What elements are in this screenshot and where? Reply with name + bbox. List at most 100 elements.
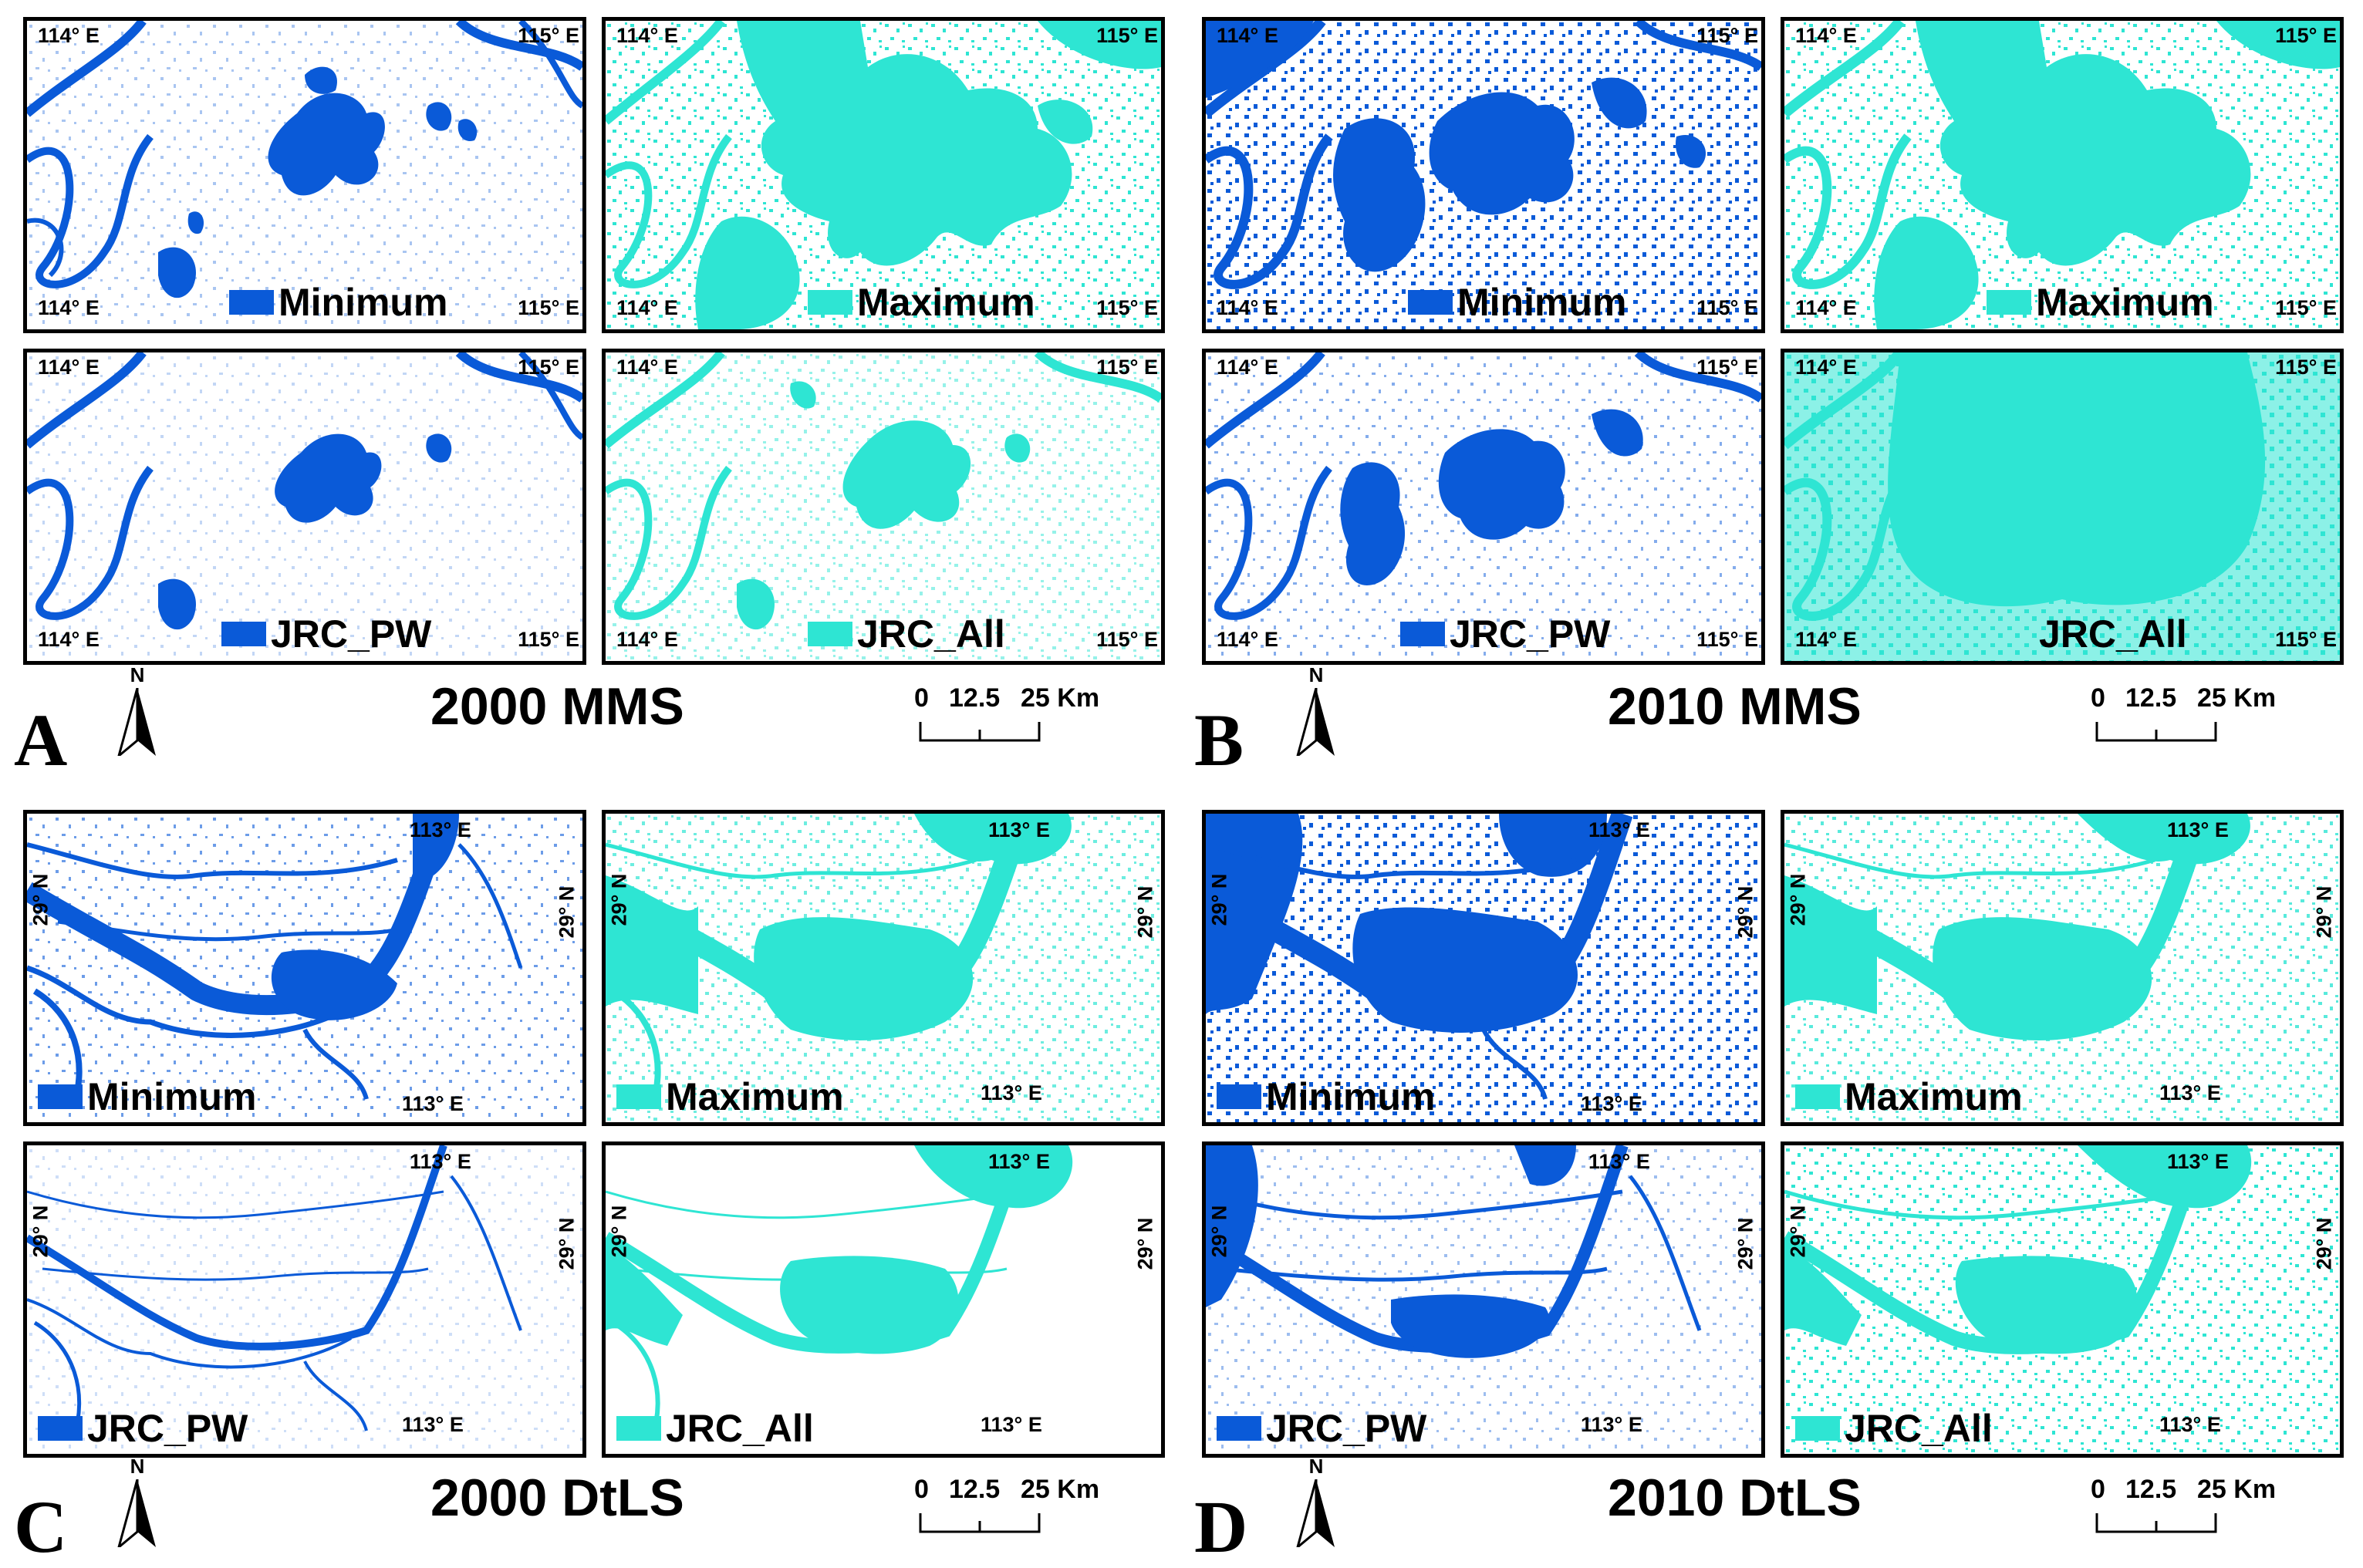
lon-label-bottom-right: 115° E xyxy=(2275,296,2337,319)
panel-letter-a: A xyxy=(14,699,68,781)
water-extent-map xyxy=(1784,352,2340,661)
lon-label-top: 113° E xyxy=(1588,1150,1650,1173)
legend: Minimum xyxy=(1408,283,1626,322)
legend: JRC_All xyxy=(1795,1409,1993,1448)
legend-label: Minimum xyxy=(1266,1075,1436,1118)
legend: Maximum xyxy=(808,283,1035,322)
lon-label-top-left: 114° E xyxy=(616,356,678,379)
lon-label-bottom-right: 115° E xyxy=(2275,628,2337,651)
legend: JRC_All xyxy=(808,615,1005,653)
legend-swatch xyxy=(1217,1084,1261,1109)
panel-letter-b: B xyxy=(1194,699,1244,781)
panel-title-a: 2000 MMS xyxy=(430,677,684,736)
legend-swatch xyxy=(1400,622,1445,646)
scale-label-0: 0 xyxy=(914,683,929,713)
lon-label-bottom: 113° E xyxy=(2159,1413,2221,1436)
panel-title-d: 2010 DtLS xyxy=(1608,1469,1862,1527)
water-extent-map xyxy=(27,21,582,329)
map-a-jrc-pw: 114° E 115° E 114° E 115° E JRC_PW xyxy=(23,349,586,665)
map-d-jrc-all: 113° E 113° E 29° N 29° N JRC_All xyxy=(1781,1141,2344,1458)
lon-label-top-left: 114° E xyxy=(1217,356,1278,379)
north-label: N xyxy=(130,1455,145,1478)
scale-label-12-5: 12.5 xyxy=(949,1475,1001,1504)
legend-swatch xyxy=(616,1084,661,1109)
lon-label-top-left: 114° E xyxy=(1795,356,1857,379)
lon-label-top-left: 114° E xyxy=(38,356,100,379)
scale-bar-a: 0 12.5 25 Km xyxy=(914,685,1107,747)
water-extent-map xyxy=(27,814,582,1122)
lon-label-top-right: 115° E xyxy=(1696,24,1758,47)
legend-label: JRC_PW xyxy=(271,612,432,656)
scale-label-12-5: 12.5 xyxy=(2125,1475,2177,1504)
legend: Maximum xyxy=(1987,283,2214,322)
lon-label-bottom-left: 114° E xyxy=(616,628,678,651)
legend: JRC_PW xyxy=(221,615,431,653)
lon-label-top-right: 115° E xyxy=(2275,24,2337,47)
lat-label-left: 29° N xyxy=(1207,1205,1231,1258)
scale-bar-d: 0 12.5 25 Km xyxy=(2091,1476,2284,1538)
lat-label-left: 29° N xyxy=(1786,873,1810,926)
legend-swatch xyxy=(1217,1416,1261,1441)
legend: JRC_All xyxy=(616,1409,814,1448)
lon-label-bottom-left: 114° E xyxy=(1795,628,1857,651)
legend-swatch xyxy=(1795,1084,1840,1109)
map-a-maximum: 114° E 115° E 114° E 115° E Maximum xyxy=(602,17,1165,333)
scale-label-25: 25 Km xyxy=(2197,683,2277,713)
scale-label-0: 0 xyxy=(914,1475,929,1504)
lon-label-top-right: 115° E xyxy=(1096,24,1158,47)
legend-label: JRC_All xyxy=(857,612,1005,656)
scale-label-25: 25 Km xyxy=(2197,1475,2277,1504)
water-extent-map xyxy=(1206,1145,1761,1454)
water-extent-map xyxy=(1784,21,2340,329)
water-extent-map xyxy=(1206,814,1761,1122)
map-c-minimum: 113° E 113° E 29° N 29° N Minimum xyxy=(23,810,586,1126)
lon-label-bottom: 113° E xyxy=(981,1081,1042,1104)
lon-label-bottom-right: 115° E xyxy=(1096,296,1158,319)
legend: Minimum xyxy=(38,1077,256,1116)
lon-label-bottom-right: 115° E xyxy=(518,628,579,651)
map-a-jrc-all: 114° E 115° E 114° E 115° E JRC_All xyxy=(602,349,1165,665)
legend-label: Minimum xyxy=(278,281,448,324)
legend-label: Maximum xyxy=(2036,281,2214,324)
lon-label-bottom-right: 115° E xyxy=(1096,628,1158,651)
legend-swatch xyxy=(808,290,852,315)
water-extent-map xyxy=(606,1145,1073,1439)
panel-title-b: 2010 MMS xyxy=(1608,677,1862,736)
lon-label-bottom-left: 114° E xyxy=(38,628,100,651)
map-d-maximum: 113° E 113° E 29° N 29° N Maximum xyxy=(1781,810,2344,1126)
lat-label-right: 29° N xyxy=(555,885,579,939)
legend-swatch xyxy=(1795,1416,1840,1441)
scale-bar-c: 0 12.5 25 Km xyxy=(914,1476,1107,1538)
lon-label-bottom-right: 115° E xyxy=(518,296,579,319)
north-arrow-a: N xyxy=(114,665,160,757)
lon-label-top: 113° E xyxy=(410,818,471,841)
water-extent-map xyxy=(27,352,582,661)
scale-bar-b: 0 12.5 25 Km xyxy=(2091,685,2284,747)
legend-label: Minimum xyxy=(87,1075,257,1118)
panel-title-c: 2000 DtLS xyxy=(430,1469,684,1527)
lon-label-bottom: 113° E xyxy=(402,1413,464,1436)
lat-label-right: 29° N xyxy=(1133,885,1157,939)
legend: Maximum xyxy=(1795,1077,2023,1116)
legend-label: Maximum xyxy=(857,281,1035,324)
water-extent-map xyxy=(27,1145,582,1454)
north-arrow-icon xyxy=(117,1479,156,1547)
lon-label-top: 113° E xyxy=(2167,818,2229,841)
scale-label-12-5: 12.5 xyxy=(2125,683,2177,713)
legend-label: JRC_All xyxy=(1845,1407,1993,1450)
lon-label-top: 113° E xyxy=(410,1150,471,1173)
lat-label-right: 29° N xyxy=(1733,1217,1757,1270)
lat-label-left: 29° N xyxy=(607,873,631,926)
lon-label-top: 113° E xyxy=(988,818,1050,841)
legend-swatch xyxy=(38,1084,83,1109)
legend-label: Maximum xyxy=(1845,1075,2023,1118)
lon-label-bottom-right: 115° E xyxy=(1696,296,1758,319)
legend: JRC_All xyxy=(2039,615,2187,653)
legend: Minimum xyxy=(1217,1077,1435,1116)
map-b-minimum: 114° E 115° E 114° E 115° E Minimum xyxy=(1202,17,1765,333)
lon-label-bottom-left: 114° E xyxy=(1795,296,1857,319)
legend-swatch xyxy=(229,290,274,315)
legend-label: JRC_All xyxy=(2039,612,2187,656)
water-extent-map xyxy=(606,352,1161,661)
lat-label-right: 29° N xyxy=(2312,885,2336,939)
